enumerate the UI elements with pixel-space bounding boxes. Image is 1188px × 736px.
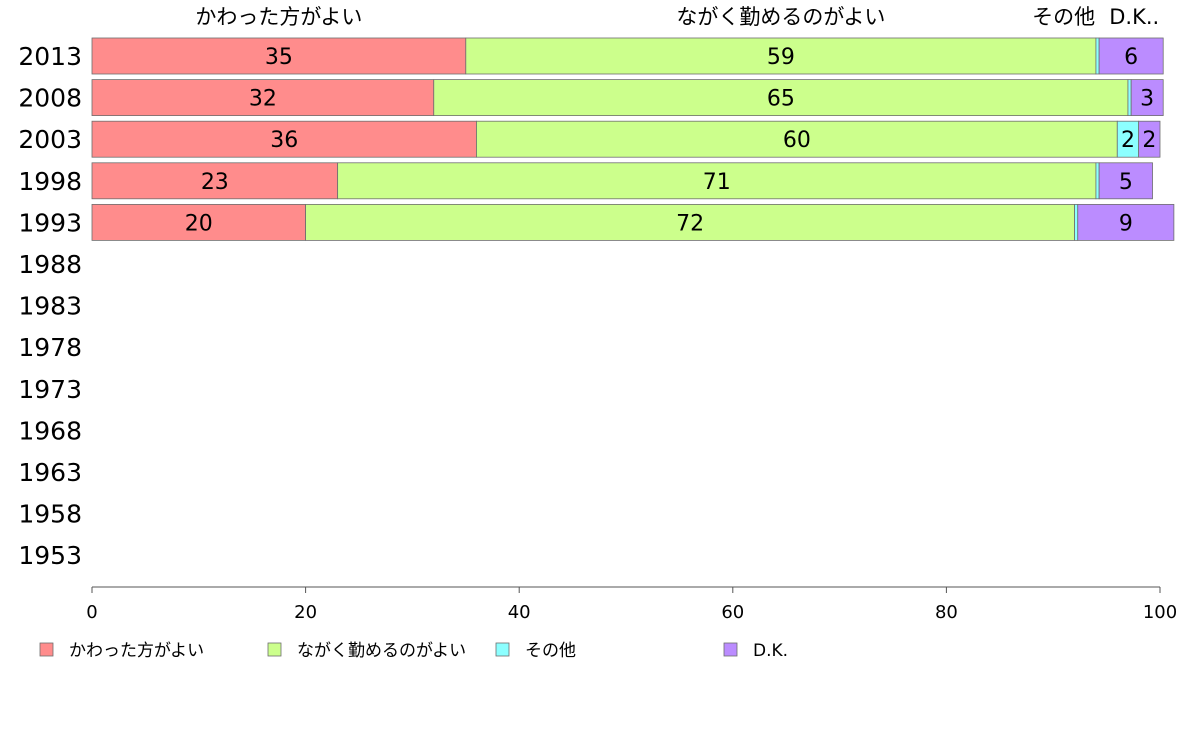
bar-segment (305, 203, 1075, 241)
legend-label: かわった方がよい (69, 641, 204, 661)
bar-segment (1130, 79, 1164, 116)
bar-value-label: 23 (201, 170, 229, 195)
year-label: 1988 (18, 250, 82, 279)
year-label: 1993 (18, 208, 82, 237)
year-label: 1958 (18, 500, 82, 529)
year-label: 1998 (18, 167, 82, 196)
bar-segment (433, 79, 1129, 116)
bar-value-label: 60 (783, 128, 811, 153)
bar-value-label: 71 (703, 170, 731, 195)
series-header: ながく勤めるのがよい (676, 5, 885, 29)
bar-segment (476, 120, 1118, 158)
x-tick-label: 0 (86, 602, 97, 623)
series-headers: かわった方がよい ながく勤めるのがよい その他 D.K.. (195, 5, 1159, 29)
bar-segment (91, 203, 307, 241)
bar-value-label: 65 (767, 87, 795, 112)
year-label: 1978 (18, 333, 82, 362)
bars: 35 59 6 32 65 3 36 60 2 2 23 71 5 20 72 9 (91, 37, 1175, 241)
year-label: 2003 (18, 125, 82, 154)
series-header: D.K.. (1109, 5, 1159, 29)
series-header: その他 (1032, 5, 1095, 29)
legend-swatch (723, 642, 738, 657)
legend-label: D.K. (753, 641, 788, 661)
year-label: 1983 (18, 292, 82, 321)
x-tick-label: 20 (294, 602, 317, 623)
legend-swatch (495, 642, 510, 657)
year-label: 2008 (18, 84, 82, 113)
bar-segment (91, 37, 467, 75)
bar-segment (91, 162, 339, 200)
bar-value-label: 72 (676, 211, 704, 236)
bar-segment (91, 120, 477, 158)
bar-segment (1098, 162, 1153, 200)
bar-segment (1077, 203, 1175, 241)
legend-label: その他 (525, 641, 576, 661)
bar-value-label: 2 (1142, 128, 1156, 153)
year-label: 2013 (18, 42, 82, 71)
bar-segment (1074, 203, 1079, 241)
year-label: 1953 (18, 541, 82, 570)
year-label: 1968 (18, 416, 82, 445)
legend-label: ながく勤めるのがよい (297, 641, 466, 661)
year-labels: 2013 2008 2003 1998 1993 1988 1983 1978 1973 1968… (18, 42, 82, 570)
x-tick-label: 40 (508, 602, 531, 623)
bar-value-label: 35 (265, 45, 293, 70)
bar-value-label: 6 (1124, 45, 1138, 70)
bar-segment (1095, 162, 1100, 200)
bar-segment (465, 37, 1097, 75)
legend-swatch (267, 642, 282, 657)
bar-value-label: 5 (1119, 170, 1133, 195)
bar-segment (1098, 37, 1164, 75)
x-axis: 0 20 40 60 80 100 (86, 586, 1177, 623)
year-label: 1973 (18, 375, 82, 404)
bar-segment (1127, 79, 1132, 116)
bar-value-label: 36 (270, 128, 298, 153)
bar-value-label: 9 (1119, 211, 1133, 236)
bar-value-label: 2 (1121, 128, 1135, 153)
bar-value-label: 3 (1140, 87, 1154, 112)
x-tick-label: 100 (1143, 602, 1177, 623)
series-header: かわった方がよい (195, 5, 362, 29)
bar-value-label: 32 (249, 87, 277, 112)
bar-value-label: 59 (767, 45, 795, 70)
bar-segment (91, 79, 435, 116)
x-tick-label: 80 (935, 602, 958, 623)
year-label: 1963 (18, 458, 82, 487)
bar-value-label: 20 (185, 211, 213, 236)
bar-segment (337, 162, 1097, 200)
legend: かわった方がよい ながく勤めるのがよい その他 D.K. (39, 641, 788, 661)
x-tick-label: 60 (721, 602, 744, 623)
bar-segment (1138, 120, 1161, 158)
bar-segment (1095, 37, 1100, 75)
legend-swatch (39, 642, 54, 657)
